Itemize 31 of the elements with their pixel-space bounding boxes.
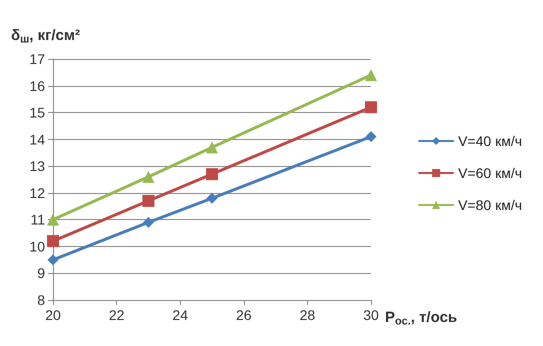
y-tick-label: 11 (30, 212, 46, 228)
legend-label: V=80 км/ч (458, 197, 522, 213)
point (142, 216, 154, 228)
y-tick-label: 10 (29, 238, 46, 254)
y-tick-label: 13 (29, 158, 46, 174)
y-tick-label: 16 (29, 78, 46, 94)
point (48, 254, 58, 266)
y-tick-label: 15 (29, 104, 46, 121)
x-tick-label: 28 (300, 307, 316, 323)
point (142, 170, 154, 183)
y-tick-label: 8 (37, 292, 46, 308)
y-tick-label: 17 (29, 51, 46, 67)
point (365, 69, 377, 82)
y-tick-label: 12 (29, 184, 46, 201)
y-tick-label: 14 (29, 131, 46, 148)
x-tick-label: 20 (45, 307, 61, 323)
point (366, 131, 376, 142)
x-tick-label: 24 (172, 307, 188, 323)
point (142, 194, 154, 207)
x-tick-label: 30 (363, 307, 379, 323)
point (206, 192, 218, 204)
point (206, 141, 218, 154)
point (47, 214, 59, 226)
legend-label: V=60 км/ч (458, 165, 522, 181)
point (47, 235, 59, 248)
point (365, 101, 377, 114)
x-tick-label: 26 (236, 307, 252, 323)
x-tick-label: 22 (108, 307, 125, 323)
legend-label: V=40 км/ч (458, 133, 522, 149)
point (206, 168, 218, 180)
y-tick-label: 9 (37, 265, 46, 282)
